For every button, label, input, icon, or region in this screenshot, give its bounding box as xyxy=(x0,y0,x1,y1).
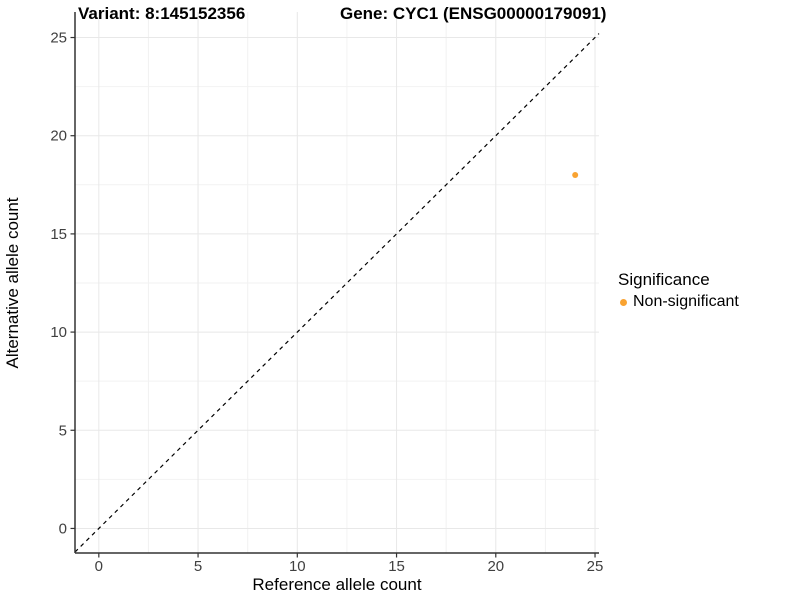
y-tick-label: 20 xyxy=(50,128,67,145)
reference-line-layer xyxy=(74,33,600,553)
gene-title: Gene: CYC1 (ENSG00000179091) xyxy=(340,4,607,23)
legend-item: Non-significant xyxy=(617,293,739,311)
x-tick-label: 5 xyxy=(194,558,202,575)
x-tick-label: 20 xyxy=(487,558,504,575)
x-tick-label: 25 xyxy=(587,558,604,575)
x-tick-label: 15 xyxy=(388,558,405,575)
x-tick-label: 10 xyxy=(289,558,306,575)
legend-title: Significance xyxy=(618,270,710,289)
legend-item-label: Non-significant xyxy=(633,293,739,310)
y-tick-label: 10 xyxy=(50,324,67,341)
identity-reference-line xyxy=(74,33,600,553)
y-tick-label: 0 xyxy=(59,520,67,537)
y-tick-label: 5 xyxy=(59,422,67,439)
y-axis-title: Alternative allele count xyxy=(3,197,22,368)
y-tick-label: 25 xyxy=(50,30,67,47)
y-tick-label: 15 xyxy=(50,226,67,243)
grid-layer xyxy=(75,12,599,553)
orange-dot-marker-icon xyxy=(620,298,627,306)
data-point xyxy=(572,171,579,178)
variant-title: Variant: 8:145152356 xyxy=(78,4,246,23)
legend: Significance Non-significant xyxy=(617,271,739,311)
x-axis-title: Reference allele count xyxy=(252,575,421,594)
axis-layer: 0 5 10 15 20 25 0 5 10 15 20 25 xyxy=(50,12,603,575)
data-point-layer xyxy=(572,171,579,178)
x-tick-label: 0 xyxy=(95,558,103,575)
